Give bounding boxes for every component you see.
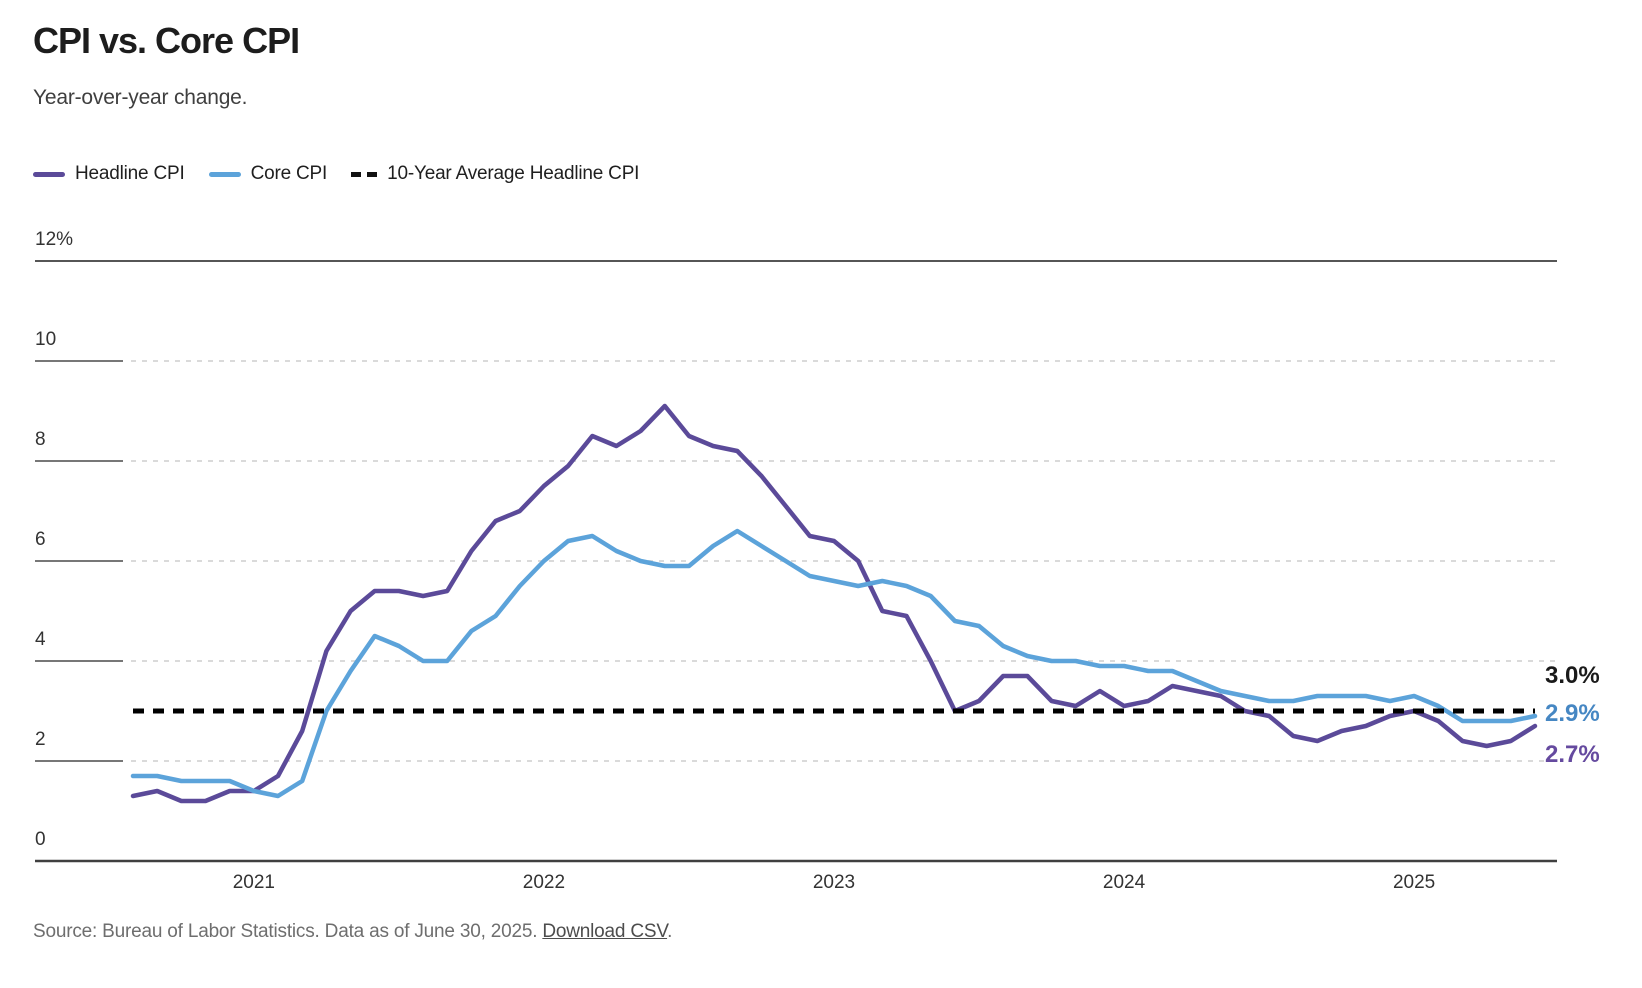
end-value-label: 2.7% bbox=[1545, 741, 1600, 768]
x-axis-year-label: 2022 bbox=[522, 872, 566, 893]
y-axis-label: 12% bbox=[35, 229, 74, 250]
headline-line-swatch-icon bbox=[33, 171, 65, 177]
legend-label-core-cpi: Core CPI bbox=[250, 163, 328, 184]
y-axis-label: 8 bbox=[35, 429, 46, 450]
legend-label-headline-cpi: Headline CPI bbox=[75, 163, 185, 184]
legend: Headline CPI Core CPI 10-Year Average He… bbox=[33, 163, 639, 185]
chart-title: CPI vs. Core CPI bbox=[33, 20, 300, 61]
core-line-swatch-icon bbox=[208, 171, 241, 177]
dashed-line-swatch-icon bbox=[351, 171, 378, 177]
x-axis-year-label: 2021 bbox=[232, 872, 275, 893]
end-value-label: 3.0% bbox=[1545, 662, 1600, 689]
x-axis-year-label: 2025 bbox=[1392, 872, 1436, 893]
legend-label-10yr-average: 10-Year Average Headline CPI bbox=[387, 163, 640, 184]
source-text: Source: Bureau of Labor Statistics. Data… bbox=[33, 921, 543, 942]
y-axis-label: 2 bbox=[35, 729, 46, 750]
x-axis-year-label: 2024 bbox=[1102, 872, 1146, 893]
source-note: Source: Bureau of Labor Statistics. Data… bbox=[33, 921, 672, 943]
source-period: . bbox=[667, 921, 673, 942]
legend-item-10yr-average: 10-Year Average Headline CPI bbox=[351, 163, 639, 185]
download-csv-link[interactable]: Download CSV bbox=[542, 921, 668, 942]
legend-item-headline-cpi: Headline CPI bbox=[33, 163, 185, 185]
chart-subtitle: Year-over-year change. bbox=[33, 86, 248, 109]
y-axis-label: 10 bbox=[35, 329, 57, 350]
core-cpi-line bbox=[130, 528, 1538, 799]
y-axis-label: 6 bbox=[35, 529, 46, 550]
headline-cpi-line bbox=[130, 403, 1538, 804]
end-value-label: 2.9% bbox=[1545, 700, 1600, 727]
x-axis-year-label: 2023 bbox=[812, 872, 856, 893]
legend-item-core-cpi: Core CPI bbox=[208, 163, 328, 185]
y-axis-label: 4 bbox=[35, 629, 46, 650]
y-axis-label: 0 bbox=[35, 829, 46, 850]
